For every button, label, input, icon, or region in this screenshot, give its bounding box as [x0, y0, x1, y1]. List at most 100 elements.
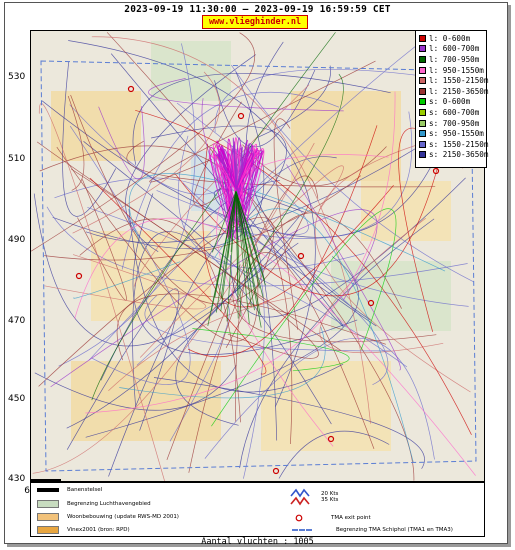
flight-track	[232, 264, 437, 343]
flight-track	[119, 326, 326, 399]
vinex-swatch	[37, 526, 59, 534]
departure-track	[227, 190, 237, 258]
departure-track	[214, 190, 237, 298]
tma-exit-point	[367, 299, 375, 307]
y-tick-470: 470	[8, 316, 26, 326]
flight-track	[139, 165, 344, 358]
departure-track	[235, 190, 252, 307]
flight-track	[34, 364, 237, 411]
map-key: Banenstelsel Begrenzing Luchthavengebied…	[30, 482, 485, 537]
key-airport-area: Begrenzing Luchthavengebied	[37, 500, 151, 508]
flight-track	[73, 261, 181, 299]
flight-track	[192, 328, 350, 372]
flight-count: Aantal vluchten : 1005	[201, 537, 314, 547]
tma-exit-point	[432, 167, 440, 175]
housing-swatch	[37, 513, 59, 521]
departure-track	[235, 190, 255, 311]
legend-item: l: 0-600m	[419, 33, 486, 44]
landing-track	[212, 152, 241, 212]
legend-swatch	[419, 151, 426, 159]
airport-area-swatch	[37, 500, 59, 508]
flight-track	[148, 78, 344, 112]
legend-swatch	[419, 55, 426, 63]
legend-item: l: 1550-2150m	[419, 75, 488, 86]
land-use-area	[291, 91, 401, 181]
land-use-area	[361, 181, 451, 241]
flight-track	[151, 125, 287, 230]
flight-track	[132, 193, 358, 355]
legend-item: l: 700-950m	[419, 54, 486, 65]
tma-exit-point	[272, 467, 280, 475]
flight-track	[235, 252, 375, 450]
flight-track	[91, 32, 336, 401]
legend-swatch	[419, 45, 426, 53]
tma-exit-point-icon	[295, 514, 303, 522]
flight-track-map	[30, 30, 485, 482]
wind-arrows-icon	[290, 488, 310, 506]
flight-track	[133, 84, 310, 287]
flight-track	[257, 65, 331, 138]
flight-track	[68, 40, 316, 407]
site-link[interactable]: www.vlieghinder.nl	[202, 15, 308, 29]
departure-track	[235, 190, 242, 317]
key-housing: Woonbebouwing (update RWS-MD 2001)	[37, 513, 179, 521]
flight-track	[88, 43, 419, 361]
legend-swatch	[419, 140, 426, 148]
flight-track	[128, 208, 344, 393]
tma-exit-point	[237, 112, 245, 120]
key-runway: Banenstelsel	[37, 487, 102, 493]
legend-swatch	[419, 34, 426, 42]
page-title: 2023-09-19 11:30:00 – 2023-09-19 16:59:5…	[124, 4, 391, 15]
key-wind: 20 Kts 35 Kts	[289, 487, 338, 507]
legend-swatch	[419, 108, 426, 116]
flight-track	[74, 217, 476, 476]
flight-track	[286, 164, 401, 371]
flight-track	[87, 207, 408, 368]
landing-track	[235, 153, 254, 218]
flight-track	[187, 125, 378, 358]
legend-item: s: 700-950m	[419, 118, 486, 129]
legend-item: s: 0-600m	[419, 97, 486, 108]
flight-track	[67, 95, 85, 191]
y-tick-450: 450	[8, 394, 26, 404]
flight-track	[110, 53, 344, 327]
flight-track	[273, 118, 299, 330]
y-tick-510: 510	[8, 154, 26, 164]
key-tma-exit: TMA exit point	[295, 514, 371, 522]
legend-swatch	[419, 119, 426, 127]
y-tick-490: 490	[8, 235, 26, 245]
flight-track	[58, 43, 196, 367]
flight-track	[77, 179, 127, 301]
departure-track	[235, 190, 261, 316]
legend-item: s: 1550-2150m	[419, 139, 488, 150]
flight-track	[135, 109, 472, 435]
flight-track	[149, 60, 376, 183]
landing-track	[235, 149, 254, 238]
flight-track	[69, 125, 191, 385]
legend-swatch	[419, 87, 426, 95]
landing-track	[235, 143, 253, 222]
tma-exit-point	[127, 85, 135, 93]
flight-track	[98, 106, 145, 180]
flight-track	[79, 218, 241, 423]
departure-track	[235, 190, 260, 289]
flight-track	[72, 71, 220, 234]
flight-track	[319, 217, 444, 354]
flight-track	[121, 92, 340, 270]
flight-track	[66, 216, 300, 429]
land-use-area	[71, 361, 221, 441]
y-tick-430: 430	[8, 474, 26, 484]
flight-track	[128, 173, 446, 272]
flight-track	[182, 182, 469, 307]
legend-item: s: 950-1550m	[419, 128, 486, 139]
flight-track	[89, 177, 267, 375]
flight-track	[245, 41, 372, 321]
flight-track	[239, 218, 435, 469]
landing-track	[235, 148, 265, 235]
flight-track	[216, 154, 389, 447]
landing-track	[208, 154, 242, 231]
flight-track	[85, 116, 466, 243]
departure-track	[230, 190, 237, 252]
flight-track	[125, 54, 257, 252]
flight-track	[56, 146, 259, 342]
